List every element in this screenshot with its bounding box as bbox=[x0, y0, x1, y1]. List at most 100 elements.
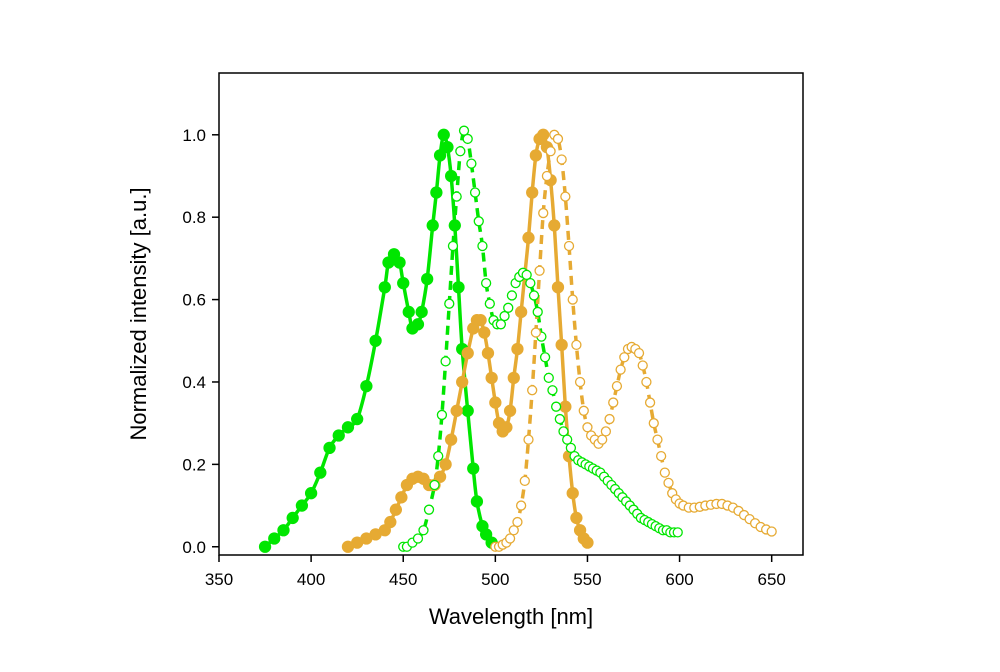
data-point-series-2 bbox=[521, 269, 532, 281]
data-point-series-0 bbox=[452, 281, 465, 294]
data-point-series-3 bbox=[567, 294, 578, 305]
data-point-series-3 bbox=[571, 339, 582, 351]
data-point-series-3 bbox=[519, 475, 530, 486]
data-point-series-1 bbox=[529, 149, 543, 162]
data-point-series-3 bbox=[600, 426, 612, 437]
data-point-series-1 bbox=[378, 524, 391, 537]
data-point-series-3 bbox=[527, 385, 538, 396]
data-point-series-1 bbox=[551, 281, 565, 294]
data-point-series-1 bbox=[433, 470, 447, 483]
data-point-series-3 bbox=[659, 467, 670, 478]
data-point-series-0 bbox=[411, 318, 425, 331]
series-lines bbox=[263, 128, 773, 549]
data-point-series-2 bbox=[528, 290, 540, 301]
data-point-series-1 bbox=[522, 231, 535, 244]
data-point-series-2 bbox=[412, 533, 424, 544]
data-point-series-3 bbox=[552, 133, 564, 145]
data-point-series-3 bbox=[534, 265, 545, 276]
data-point-series-2 bbox=[499, 310, 510, 322]
data-point-series-1 bbox=[566, 487, 579, 500]
data-point-series-2 bbox=[506, 290, 518, 301]
data-point-series-3 bbox=[663, 477, 674, 489]
x-tick-label: 350 bbox=[205, 570, 233, 589]
data-point-series-1 bbox=[481, 346, 495, 360]
data-point-series-1 bbox=[389, 503, 403, 516]
data-point-series-3 bbox=[641, 376, 652, 388]
data-point-series-2 bbox=[525, 277, 536, 289]
data-point-series-3 bbox=[604, 413, 615, 425]
y-axis: 0.0 0.2 0.4 0.6 0.8 1.0 bbox=[182, 126, 219, 557]
data-point-series-2 bbox=[480, 277, 492, 289]
data-point-series-3 bbox=[644, 397, 656, 408]
data-point-series-2 bbox=[477, 240, 488, 252]
data-point-series-2 bbox=[672, 527, 683, 538]
data-point-series-2 bbox=[451, 191, 462, 202]
data-point-series-0 bbox=[397, 276, 410, 290]
x-tick-label: 650 bbox=[757, 570, 785, 589]
data-point-series-0 bbox=[277, 524, 290, 537]
data-point-series-1 bbox=[570, 511, 583, 525]
data-point-series-2 bbox=[543, 372, 554, 384]
data-point-series-1 bbox=[461, 346, 474, 360]
data-point-series-1 bbox=[503, 404, 517, 417]
series-markers bbox=[258, 125, 777, 553]
data-point-series-3 bbox=[512, 516, 523, 528]
data-point-series-3 bbox=[619, 352, 630, 363]
data-point-series-1 bbox=[439, 458, 452, 471]
data-point-series-3 bbox=[582, 422, 593, 433]
data-point-series-0 bbox=[387, 248, 401, 261]
data-point-series-3 bbox=[608, 397, 619, 408]
data-point-series-3 bbox=[508, 525, 519, 536]
data-point-series-3 bbox=[563, 240, 575, 252]
data-point-series-0 bbox=[393, 256, 406, 269]
data-point-series-3 bbox=[652, 434, 663, 445]
data-point-series-0 bbox=[461, 404, 474, 417]
data-point-series-3 bbox=[597, 434, 608, 445]
data-point-series-2 bbox=[484, 298, 495, 309]
y-tick-label: 1.0 bbox=[182, 126, 206, 145]
data-point-series-3 bbox=[541, 170, 553, 182]
data-point-series-2 bbox=[550, 401, 562, 412]
y-tick-label: 0.8 bbox=[182, 208, 206, 227]
data-point-series-0 bbox=[286, 511, 299, 525]
data-point-series-3 bbox=[578, 405, 589, 416]
data-point-series-3 bbox=[530, 327, 542, 338]
data-point-series-1 bbox=[456, 375, 469, 389]
y-tick-label: 0.2 bbox=[182, 455, 206, 474]
data-point-series-1 bbox=[395, 491, 408, 504]
x-tick-label: 550 bbox=[573, 570, 601, 589]
data-point-series-1 bbox=[526, 186, 539, 199]
data-point-series-3 bbox=[504, 533, 516, 544]
x-tick-label: 600 bbox=[665, 570, 693, 589]
data-point-series-0 bbox=[421, 272, 434, 286]
data-point-series-3 bbox=[515, 500, 527, 511]
data-point-series-3 bbox=[523, 434, 534, 445]
data-point-series-3 bbox=[655, 450, 667, 462]
x-axis: 350 400 450 500 550 600 650 bbox=[205, 555, 786, 589]
data-point-series-3 bbox=[560, 191, 571, 202]
data-point-series-2 bbox=[429, 479, 440, 491]
data-point-series-0 bbox=[341, 421, 355, 434]
data-point-series-1 bbox=[384, 515, 397, 529]
data-point-series-0 bbox=[415, 305, 428, 319]
data-point-series-2 bbox=[554, 413, 565, 425]
data-point-series-0 bbox=[437, 128, 450, 141]
data-point-series-2 bbox=[418, 525, 429, 536]
data-point-series-3 bbox=[574, 376, 586, 388]
data-point-series-2 bbox=[447, 240, 459, 252]
x-axis-label: Wavelength [nm] bbox=[429, 604, 593, 629]
data-point-series-0 bbox=[448, 219, 461, 232]
data-point-series-3 bbox=[633, 347, 645, 359]
y-tick-label: 0.4 bbox=[182, 373, 206, 392]
data-point-series-3 bbox=[556, 154, 567, 165]
x-tick-label: 400 bbox=[297, 570, 325, 589]
data-point-series-0 bbox=[332, 429, 345, 442]
data-point-series-1 bbox=[548, 219, 561, 232]
data-point-series-2 bbox=[547, 385, 558, 396]
data-point-series-2 bbox=[532, 306, 543, 318]
data-point-series-3 bbox=[648, 418, 659, 429]
data-point-series-3 bbox=[611, 380, 623, 392]
data-point-series-0 bbox=[470, 495, 484, 508]
data-point-series-2 bbox=[440, 356, 451, 367]
